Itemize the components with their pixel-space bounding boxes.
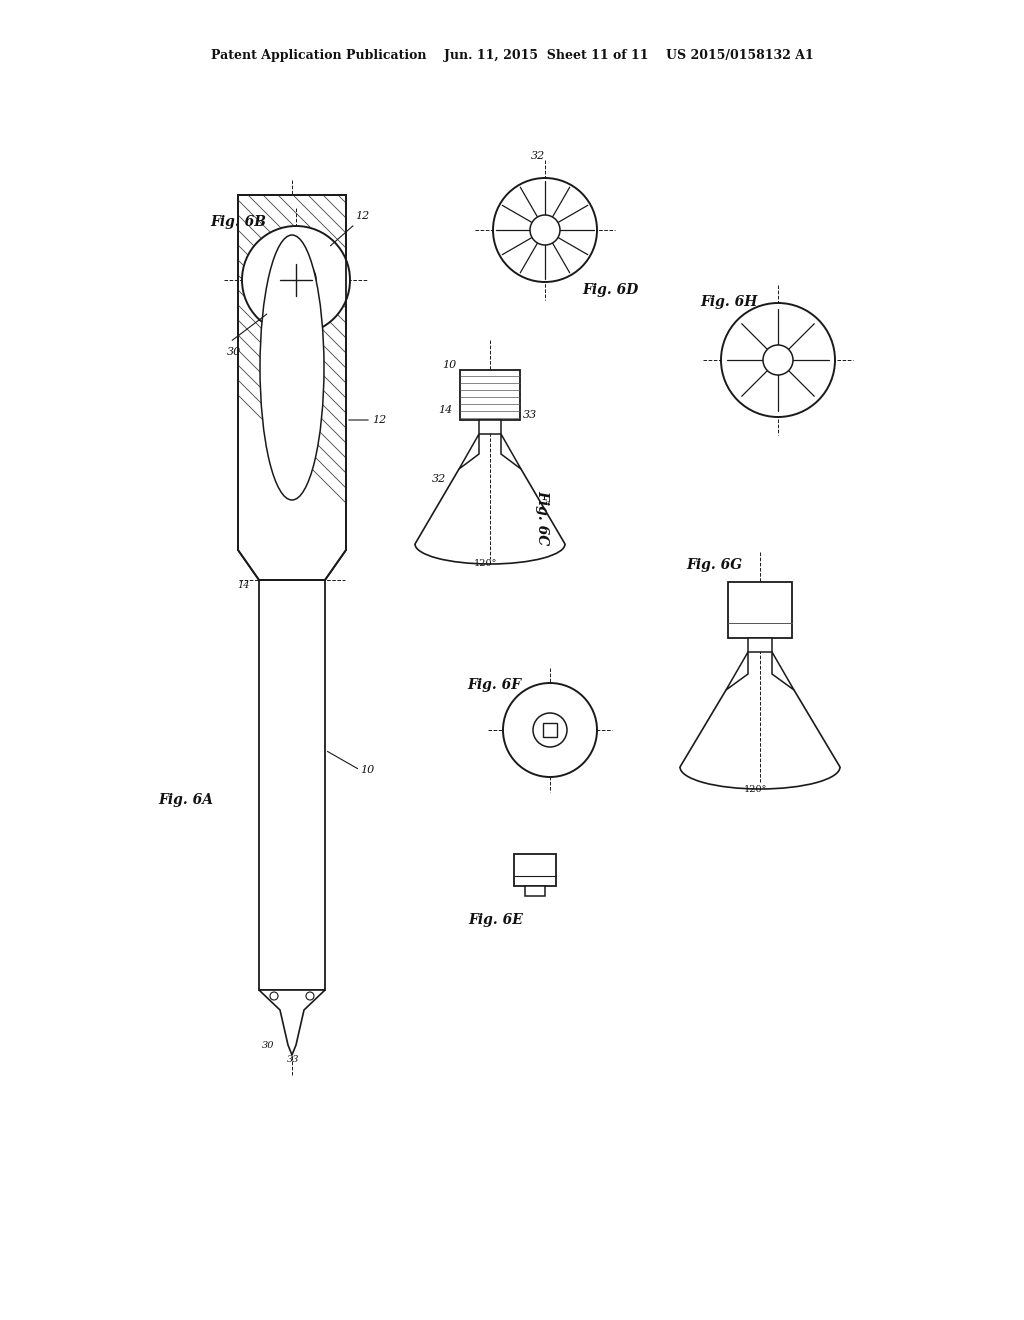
Polygon shape [459, 434, 479, 469]
Text: 32: 32 [432, 474, 446, 484]
Polygon shape [772, 652, 794, 690]
Circle shape [721, 304, 835, 417]
Text: 120°: 120° [744, 784, 767, 793]
Text: 30: 30 [262, 1040, 274, 1049]
Circle shape [306, 993, 314, 1001]
Polygon shape [726, 652, 748, 690]
Circle shape [534, 713, 567, 747]
Text: Fig. 6B: Fig. 6B [210, 215, 266, 228]
Polygon shape [238, 195, 346, 579]
Text: 32: 32 [531, 150, 545, 161]
Text: Fig. 6A: Fig. 6A [158, 793, 213, 807]
Bar [479, 420, 501, 434]
Circle shape [763, 345, 793, 375]
Text: 10: 10 [360, 766, 374, 775]
Text: 33: 33 [287, 1056, 299, 1064]
Bar [259, 579, 325, 990]
Text: 14: 14 [237, 581, 250, 590]
Bar [525, 886, 545, 896]
Bar [543, 723, 557, 737]
Text: 12: 12 [372, 414, 386, 425]
Circle shape [276, 260, 316, 300]
Ellipse shape [260, 235, 324, 500]
Text: Fig. 6E: Fig. 6E [468, 913, 523, 927]
Text: 10: 10 [442, 360, 457, 370]
Text: Fig. 6F: Fig. 6F [467, 678, 521, 692]
Circle shape [270, 993, 278, 1001]
Bar [514, 854, 556, 886]
Text: 30: 30 [227, 347, 242, 356]
Polygon shape [501, 434, 521, 469]
Circle shape [530, 215, 560, 246]
Text: Fig. 6C: Fig. 6C [535, 490, 549, 545]
Text: Fig. 6D: Fig. 6D [582, 282, 638, 297]
Bar [728, 582, 792, 638]
Text: Fig. 6H: Fig. 6H [700, 294, 758, 309]
Bar [460, 370, 520, 420]
Text: 12: 12 [355, 211, 370, 220]
Polygon shape [259, 990, 325, 1055]
Text: 120°: 120° [474, 560, 498, 569]
Bar [748, 638, 772, 652]
Text: 14: 14 [438, 405, 453, 414]
Circle shape [493, 178, 597, 282]
Text: 33: 33 [523, 411, 538, 420]
Text: Fig. 6G: Fig. 6G [686, 558, 742, 572]
Circle shape [503, 682, 597, 777]
Text: Patent Application Publication    Jun. 11, 2015  Sheet 11 of 11    US 2015/01581: Patent Application Publication Jun. 11, … [211, 49, 813, 62]
Circle shape [242, 226, 350, 334]
